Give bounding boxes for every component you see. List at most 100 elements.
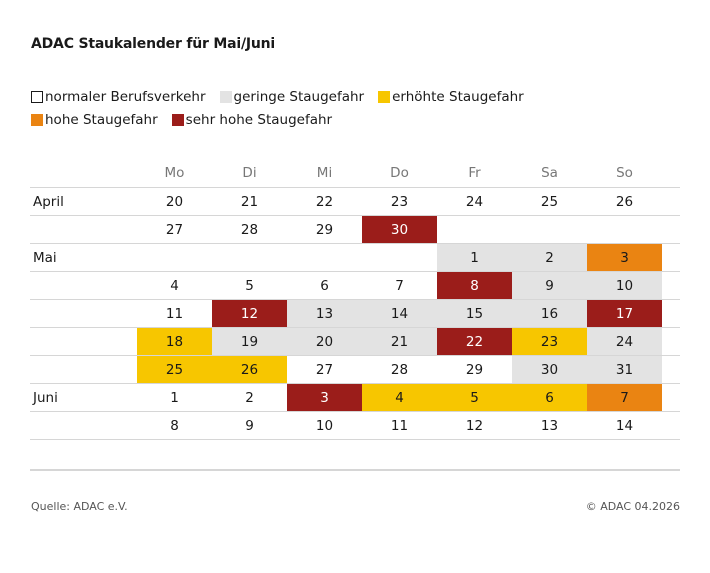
month-label: April [33, 194, 64, 210]
day-cell: 22 [437, 328, 512, 355]
legend-item-very_high: sehr hohe Staugefahr [171, 112, 333, 128]
table-row: Mai 1 2 3 [30, 244, 680, 272]
day-cell: 26 [212, 356, 287, 383]
source-note: Quelle: ADAC e.V. [31, 500, 128, 513]
day-cell: 2 [212, 384, 287, 411]
day-cell: 30 [362, 216, 437, 243]
day-cell: 20 [287, 328, 362, 355]
legend-swatch-normal [31, 91, 43, 103]
day-cell: 6 [512, 384, 587, 411]
row-divider [30, 383, 680, 384]
day-cell: 27 [287, 356, 362, 383]
legend-label: erhöhte Staugefahr [392, 89, 524, 105]
day-cell: 5 [212, 272, 287, 299]
legend-label: hohe Staugefahr [45, 112, 158, 128]
weekday-header: So [616, 165, 633, 181]
legend-label: normaler Berufsverkehr [45, 89, 206, 105]
weekday-header: Do [390, 165, 409, 181]
table-row: 11 12 13 14 15 16 17 [30, 300, 680, 328]
day-cell: 4 [362, 384, 437, 411]
day-cell: 26 [587, 188, 662, 215]
day-cell: 22 [287, 188, 362, 215]
legend-row-1: normaler Berufsverkehr geringe Staugefahr… [31, 89, 538, 105]
day-cell: 4 [137, 272, 212, 299]
day-cell: 23 [362, 188, 437, 215]
table-row: Juni 1 2 3 4 5 6 7 [30, 384, 680, 412]
chart-title: ADAC Staukalender für Mai/Juni [31, 36, 276, 52]
day-cell: 2 [512, 244, 587, 271]
day-cell: 1 [137, 384, 212, 411]
legend-swatch-low [219, 91, 232, 103]
legend-swatch-very_high [171, 114, 184, 126]
row-divider [30, 327, 680, 328]
day-cell: 21 [212, 188, 287, 215]
day-cell: 31 [587, 356, 662, 383]
weekday-header: Fr [468, 165, 481, 181]
legend-swatch-high [31, 114, 43, 126]
row-divider [30, 355, 680, 356]
day-cell: 18 [137, 328, 212, 355]
legend-label: geringe Staugefahr [233, 89, 365, 105]
legend-swatch-elevated [378, 91, 391, 103]
day-cell: 8 [437, 272, 512, 299]
day-cell: 24 [587, 328, 662, 355]
day-cell: 7 [587, 384, 662, 411]
day-cell: 25 [512, 188, 587, 215]
day-cell: 13 [287, 300, 362, 327]
table-row: 18 19 20 21 22 23 24 [30, 328, 680, 356]
row-divider [30, 271, 680, 272]
weekday-header: Mo [164, 165, 185, 181]
day-cell: 19 [212, 328, 287, 355]
day-cell: 7 [362, 272, 437, 299]
copyright-note: © ADAC 04.2026 [585, 500, 680, 513]
day-cell: 6 [287, 272, 362, 299]
legend-item-high: hohe Staugefahr [31, 112, 158, 128]
row-divider [30, 243, 680, 244]
legend-row-2: hohe Staugefahr sehr hohe Staugefahr [31, 112, 346, 128]
day-cell: 9 [212, 412, 287, 439]
row-divider [30, 187, 680, 188]
legend-label: sehr hohe Staugefahr [185, 112, 333, 128]
day-cell: 30 [512, 356, 587, 383]
table-row: 8 9 10 11 12 13 14 [30, 412, 680, 440]
day-cell: 27 [137, 216, 212, 243]
month-label: Juni [33, 390, 58, 406]
day-cell: 16 [512, 300, 587, 327]
day-cell: 8 [137, 412, 212, 439]
row-divider [30, 439, 680, 440]
day-cell: 14 [362, 300, 437, 327]
table-row: April 20 21 22 23 24 25 26 [30, 188, 680, 216]
day-cell: 29 [437, 356, 512, 383]
day-cell: 20 [137, 188, 212, 215]
weekday-header: Di [242, 165, 257, 181]
table-row: 27 28 29 30 [30, 216, 680, 244]
day-cell: 10 [587, 272, 662, 299]
row-divider [30, 411, 680, 412]
day-cell: 11 [137, 300, 212, 327]
day-cell: 25 [137, 356, 212, 383]
day-cell: 5 [437, 384, 512, 411]
day-cell: 21 [362, 328, 437, 355]
day-cell: 9 [512, 272, 587, 299]
month-label: Mai [33, 250, 57, 266]
day-cell: 28 [362, 356, 437, 383]
day-cell: 23 [512, 328, 587, 355]
weekday-header: Sa [541, 165, 558, 181]
weekday-header: Mi [316, 165, 333, 181]
day-cell: 29 [287, 216, 362, 243]
legend-item-low: geringe Staugefahr [219, 89, 365, 105]
day-cell: 15 [437, 300, 512, 327]
day-cell: 3 [287, 384, 362, 411]
bottom-divider [30, 469, 680, 471]
table-row: 25 26 27 28 29 30 31 [30, 356, 680, 384]
row-divider [30, 215, 680, 216]
day-cell: 10 [287, 412, 362, 439]
day-cell: 12 [212, 300, 287, 327]
day-cell: 12 [437, 412, 512, 439]
day-cell: 11 [362, 412, 437, 439]
row-divider [30, 299, 680, 300]
day-cell: 17 [587, 300, 662, 327]
day-cell: 14 [587, 412, 662, 439]
day-cell: 24 [437, 188, 512, 215]
table-row: 4 5 6 7 8 9 10 [30, 272, 680, 300]
